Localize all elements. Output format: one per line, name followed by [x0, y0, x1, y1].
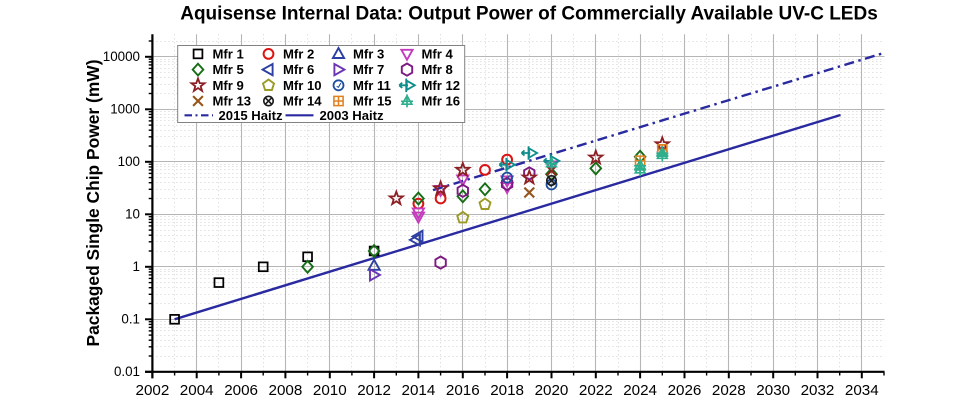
svg-text:2032: 2032 [801, 382, 835, 399]
svg-text:Packaged Single Chip Power (mW: Packaged Single Chip Power (mW) [83, 60, 103, 347]
svg-text:2024: 2024 [623, 382, 657, 399]
svg-text:2010: 2010 [313, 382, 347, 399]
svg-text:Mfr 3: Mfr 3 [353, 47, 384, 62]
svg-text:2004: 2004 [180, 382, 214, 399]
svg-text:2026: 2026 [668, 382, 702, 399]
svg-text:Mfr 11: Mfr 11 [353, 78, 391, 93]
svg-text:2003 Haitz: 2003 Haitz [320, 108, 385, 123]
svg-text:Mfr 9: Mfr 9 [213, 78, 244, 93]
svg-text:2002: 2002 [136, 382, 170, 399]
svg-text:0.1: 0.1 [121, 312, 140, 327]
svg-text:2014: 2014 [402, 382, 436, 399]
svg-text:2034: 2034 [845, 382, 879, 399]
svg-text:Mfr 13: Mfr 13 [213, 94, 252, 109]
svg-text:0.01: 0.01 [114, 364, 140, 379]
svg-text:100: 100 [118, 154, 140, 169]
svg-text:Mfr 5: Mfr 5 [213, 62, 244, 77]
svg-text:Mfr 7: Mfr 7 [353, 62, 384, 77]
svg-text:2015 Haitz: 2015 Haitz [219, 108, 284, 123]
svg-text:Mfr 14: Mfr 14 [283, 94, 322, 109]
svg-text:2020: 2020 [535, 382, 569, 399]
svg-text:10000: 10000 [103, 49, 140, 64]
svg-text:Mfr 10: Mfr 10 [283, 78, 322, 93]
svg-text:Mfr 4: Mfr 4 [422, 47, 454, 62]
svg-text:Mfr 1: Mfr 1 [213, 47, 244, 62]
svg-text:Mfr 15: Mfr 15 [353, 94, 392, 109]
svg-text:Mfr 12: Mfr 12 [422, 78, 461, 93]
svg-text:1000: 1000 [110, 102, 140, 117]
svg-text:2016: 2016 [446, 382, 480, 399]
svg-text:Mfr 2: Mfr 2 [283, 47, 314, 62]
svg-text:2008: 2008 [269, 382, 303, 399]
svg-text:Mfr 16: Mfr 16 [422, 94, 461, 109]
svg-text:2006: 2006 [224, 382, 258, 399]
svg-text:2018: 2018 [490, 382, 524, 399]
svg-text:2022: 2022 [579, 382, 613, 399]
svg-text:Mfr 8: Mfr 8 [422, 62, 453, 77]
svg-text:Mfr 6: Mfr 6 [283, 62, 314, 77]
svg-text:2030: 2030 [756, 382, 790, 399]
svg-text:2028: 2028 [712, 382, 746, 399]
svg-text:Aquisense Internal Data: Outpu: Aquisense Internal Data: Output Power of… [180, 4, 878, 25]
svg-text:1: 1 [133, 259, 140, 274]
svg-text:2012: 2012 [357, 382, 391, 399]
svg-text:10: 10 [125, 207, 140, 222]
